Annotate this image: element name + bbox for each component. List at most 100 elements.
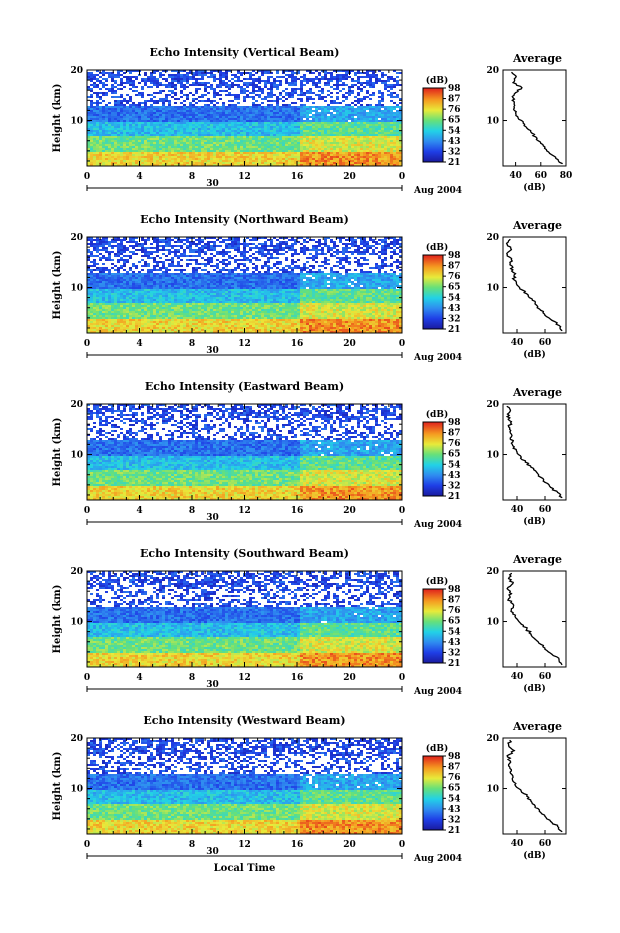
heatmap-cells — [87, 70, 402, 166]
x-tick-label: 8 — [189, 673, 195, 683]
colorbar-tick-label: 87 — [448, 262, 461, 272]
colorbar-label: (dB) — [426, 743, 448, 754]
average-profile-point — [558, 659, 559, 660]
colorbar-tick-label: 43 — [448, 805, 461, 815]
average-profile-line — [507, 407, 562, 498]
average-y-tick-label: 20 — [486, 400, 499, 410]
x-tick-label: 4 — [136, 172, 142, 182]
x-tick-label: 16 — [291, 673, 304, 683]
average-profile-point — [511, 593, 512, 594]
average-x-tick-label: 40 — [511, 839, 524, 849]
colorbar-tick-label: 76 — [448, 272, 461, 282]
colorbar-tick-label: 21 — [448, 659, 461, 669]
month-label: Aug 2004 — [413, 854, 462, 864]
panel-3: Echo Intensity (Eastward Beam)1020Height… — [52, 380, 566, 530]
average-profile-point — [562, 163, 563, 164]
average-y-tick-label: 20 — [486, 66, 499, 76]
average-profile-point — [544, 816, 545, 817]
colorbar-tick-label: 54 — [448, 794, 461, 804]
colorbar-tick-label: 54 — [448, 126, 461, 136]
colorbar-tick-label: 98 — [448, 585, 461, 595]
x-tick-label: 16 — [291, 840, 304, 850]
average-profile-point — [516, 284, 517, 285]
average-y-tick-label: 10 — [486, 284, 499, 294]
y-tick-label: 10 — [70, 451, 83, 461]
heatmap-cells — [87, 237, 402, 333]
average-profile-point — [521, 790, 522, 791]
x-tick-label: 12 — [238, 506, 251, 516]
colorbar-tick-label: 65 — [448, 450, 461, 460]
colorbar — [423, 88, 443, 162]
average-x-label: (dB) — [523, 850, 545, 861]
date-label: 30 — [206, 680, 219, 690]
date-label: 30 — [206, 346, 219, 356]
average-profile-point — [511, 249, 512, 250]
average-profile-point — [511, 436, 512, 437]
colorbar-tick-label: 32 — [448, 147, 461, 157]
average-profile-point — [508, 578, 509, 579]
panel-title: Echo Intensity (Southward Beam) — [140, 547, 349, 560]
x-tick-label: 4 — [136, 339, 142, 349]
colorbar-tick-label: 54 — [448, 627, 461, 637]
average-x-tick-label: 40 — [509, 171, 522, 181]
average-profile-point — [512, 82, 513, 83]
average-profile-point — [549, 153, 550, 154]
y-tick-label: 10 — [70, 618, 83, 628]
x-tick-label: 8 — [189, 172, 195, 182]
panel-1: Echo Intensity (Vertical Beam)1020Height… — [52, 46, 572, 196]
average-profile-point — [532, 300, 533, 301]
average-profile-point — [511, 72, 512, 73]
average-profile-point — [544, 482, 545, 483]
average-profile-point — [515, 112, 516, 113]
colorbar-tick-label: 65 — [448, 617, 461, 627]
heatmap-cells — [87, 571, 402, 667]
average-profile-point — [550, 487, 551, 488]
x-tick-label: 8 — [189, 840, 195, 850]
month-label: Aug 2004 — [413, 687, 462, 697]
average-profile-point — [526, 796, 527, 797]
average-profile-point — [514, 274, 515, 275]
x-tick-label: 12 — [238, 172, 251, 182]
average-profile-point — [512, 269, 513, 270]
average-profile-point — [509, 411, 510, 412]
colorbar-tick-label: 76 — [448, 606, 461, 616]
colorbar-tick-label: 43 — [448, 471, 461, 481]
average-profile-point — [561, 831, 562, 832]
colorbar — [423, 255, 443, 329]
x-tick-label: 12 — [238, 339, 251, 349]
x-tick-label: 12 — [238, 673, 251, 683]
y-tick-label: 10 — [70, 284, 83, 294]
colorbar-label: (dB) — [426, 242, 448, 253]
average-profile-point — [550, 821, 551, 822]
average-profile-point — [521, 623, 522, 624]
average-profile-point — [509, 264, 510, 265]
average-profile-point — [530, 634, 531, 635]
average-profile-point — [526, 629, 527, 630]
average-profile-point — [544, 148, 545, 149]
average-title: Average — [512, 553, 562, 566]
colorbar — [423, 589, 443, 663]
average-profile-point — [558, 325, 559, 326]
average-profile-point — [557, 492, 558, 493]
y-axis-label: Height (km) — [52, 418, 63, 487]
colorbar-tick-label: 87 — [448, 596, 461, 606]
average-profile-point — [530, 467, 531, 468]
average-profile-point — [557, 826, 558, 827]
colorbar-label: (dB) — [426, 576, 448, 587]
colorbar-tick-label: 21 — [448, 158, 461, 168]
average-profile-point — [514, 750, 515, 751]
average-profile-point — [512, 780, 513, 781]
average-profile-point — [521, 87, 522, 88]
average-title: Average — [512, 219, 562, 232]
average-profile-point — [515, 92, 516, 93]
panel-4: Echo Intensity (Southward Beam)1020Heigh… — [52, 547, 566, 697]
colorbar-tick-label: 32 — [448, 481, 461, 491]
average-profile-point — [509, 760, 510, 761]
x-tick-label: 0 — [399, 339, 405, 349]
colorbar-tick-label: 76 — [448, 439, 461, 449]
average-profile-point — [526, 128, 527, 129]
x-tick-label: 0 — [84, 339, 90, 349]
average-profile-point — [528, 295, 529, 296]
average-frame — [503, 237, 566, 333]
y-tick-label: 20 — [70, 66, 83, 76]
